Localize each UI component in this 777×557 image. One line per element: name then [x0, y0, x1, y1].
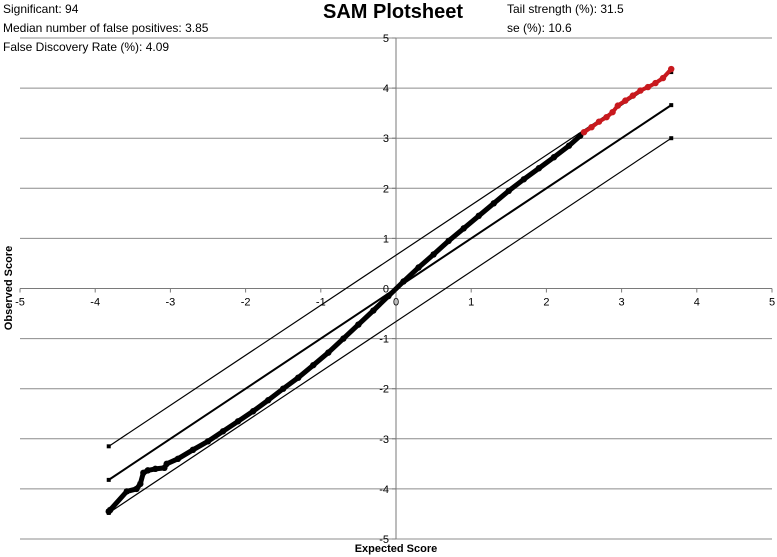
observed-vs-expected-point [490, 200, 497, 207]
diagonal-marker [669, 103, 674, 108]
observed-vs-expected-point [400, 278, 407, 285]
standard-error: se (%): 10.6 [507, 21, 572, 35]
x-tick-label: -4 [90, 297, 100, 309]
observed-vs-expected-point [234, 418, 242, 425]
chart-title: SAM Plotsheet [323, 1, 464, 23]
observed-vs-expected-point [535, 165, 543, 172]
observed-vs-expected-point [355, 321, 362, 328]
observed-vs-expected-point [249, 408, 257, 415]
observed-vs-expected-point [520, 176, 528, 183]
observed-vs-expected-point [144, 467, 152, 474]
significant-point [637, 87, 644, 94]
diagonal-marker [106, 477, 111, 482]
significant-point [603, 113, 610, 121]
observed-vs-expected-point [189, 446, 197, 454]
observed-vs-expected-point [415, 264, 422, 271]
x-tick-label: -2 [241, 297, 251, 309]
y-tick-label: -5 [379, 534, 389, 546]
y-tick-label: 0 [383, 284, 389, 296]
x-tick-label: -3 [166, 297, 176, 309]
x-tick-label: 5 [769, 297, 775, 309]
x-tick-label: 1 [468, 297, 474, 309]
y-tick-label: -2 [379, 384, 389, 396]
observed-vs-expected-point [505, 187, 512, 195]
observed-vs-expected-point [280, 385, 287, 392]
significant-count: Significant: 94 [3, 2, 79, 16]
significant-point [580, 128, 588, 136]
observed-vs-expected-point [370, 307, 377, 314]
significant-point [644, 83, 652, 91]
observed-vs-expected-point [137, 480, 144, 488]
y-tick-label: -4 [379, 484, 389, 496]
observed-vs-expected-point [325, 349, 332, 356]
observed-vs-expected-point [445, 237, 452, 245]
significant-point [622, 97, 629, 104]
y-tick-label: 4 [383, 83, 389, 95]
lower-cutoff-line [108, 137, 672, 514]
x-tick-label: -5 [15, 297, 25, 309]
data-points [105, 65, 675, 515]
observed-vs-expected-point [385, 292, 392, 300]
observed-vs-expected-point [174, 455, 182, 463]
x-tick-label: 4 [694, 297, 700, 309]
observed-vs-expected-point [264, 397, 272, 404]
lower-cutoff-marker [669, 136, 674, 141]
x-tick-label: 2 [543, 297, 549, 309]
significant-point [629, 92, 637, 99]
y-tick-label: 3 [383, 133, 389, 145]
tail-strength: Tail strength (%): 31.5 [507, 2, 624, 16]
observed-vs-expected-point [340, 335, 347, 342]
y-tick-label: 5 [383, 33, 389, 45]
significant-point [614, 102, 622, 109]
observed-vs-expected-point [430, 251, 437, 258]
observed-vs-expected-point [310, 361, 317, 369]
upper-cutoff-marker [106, 444, 111, 449]
y-tick-label: -1 [379, 334, 389, 346]
observed-vs-expected-point [460, 225, 467, 232]
observed-vs-expected-point [550, 154, 558, 161]
observed-vs-expected-point [295, 374, 302, 381]
y-axis-title: Observed Score [3, 246, 15, 330]
tick-labels: -5 -4 -3 -2 -1 0 1 2 3 4 5 -5 -4 -3 -2 -1 0 1 2 3 4 5 [15, 33, 775, 546]
observed-vs-expected-point [123, 488, 130, 495]
x-axis-title: Expected Score [355, 543, 438, 555]
significant-point [668, 65, 675, 73]
observed-vs-expected-point [475, 212, 482, 220]
x-tick-label: 3 [619, 297, 625, 309]
x-tick-label: 0 [393, 297, 399, 309]
y-tick-label: 1 [383, 233, 389, 245]
observed-vs-expected-point [163, 460, 170, 468]
observed-vs-expected-point [219, 428, 227, 435]
x-tick-label: -1 [316, 297, 326, 309]
observed-vs-expected-point [152, 465, 159, 473]
significant-point [588, 123, 595, 131]
significant-point [595, 118, 603, 125]
significant-point [609, 108, 616, 116]
observed-vs-expected-point [565, 142, 573, 149]
false-discovery-rate: False Discovery Rate (%): 4.09 [3, 40, 170, 54]
significant-point [659, 74, 667, 82]
y-tick-label: 2 [383, 183, 389, 195]
y-tick-label: -3 [379, 434, 389, 446]
observed-vs-expected-point [204, 438, 212, 445]
significant-point [652, 79, 659, 87]
observed-vs-expected-point [107, 506, 114, 514]
median-false-positives: Median number of false positives: 3.85 [3, 21, 209, 35]
observed-vs-expected-point [133, 485, 140, 493]
